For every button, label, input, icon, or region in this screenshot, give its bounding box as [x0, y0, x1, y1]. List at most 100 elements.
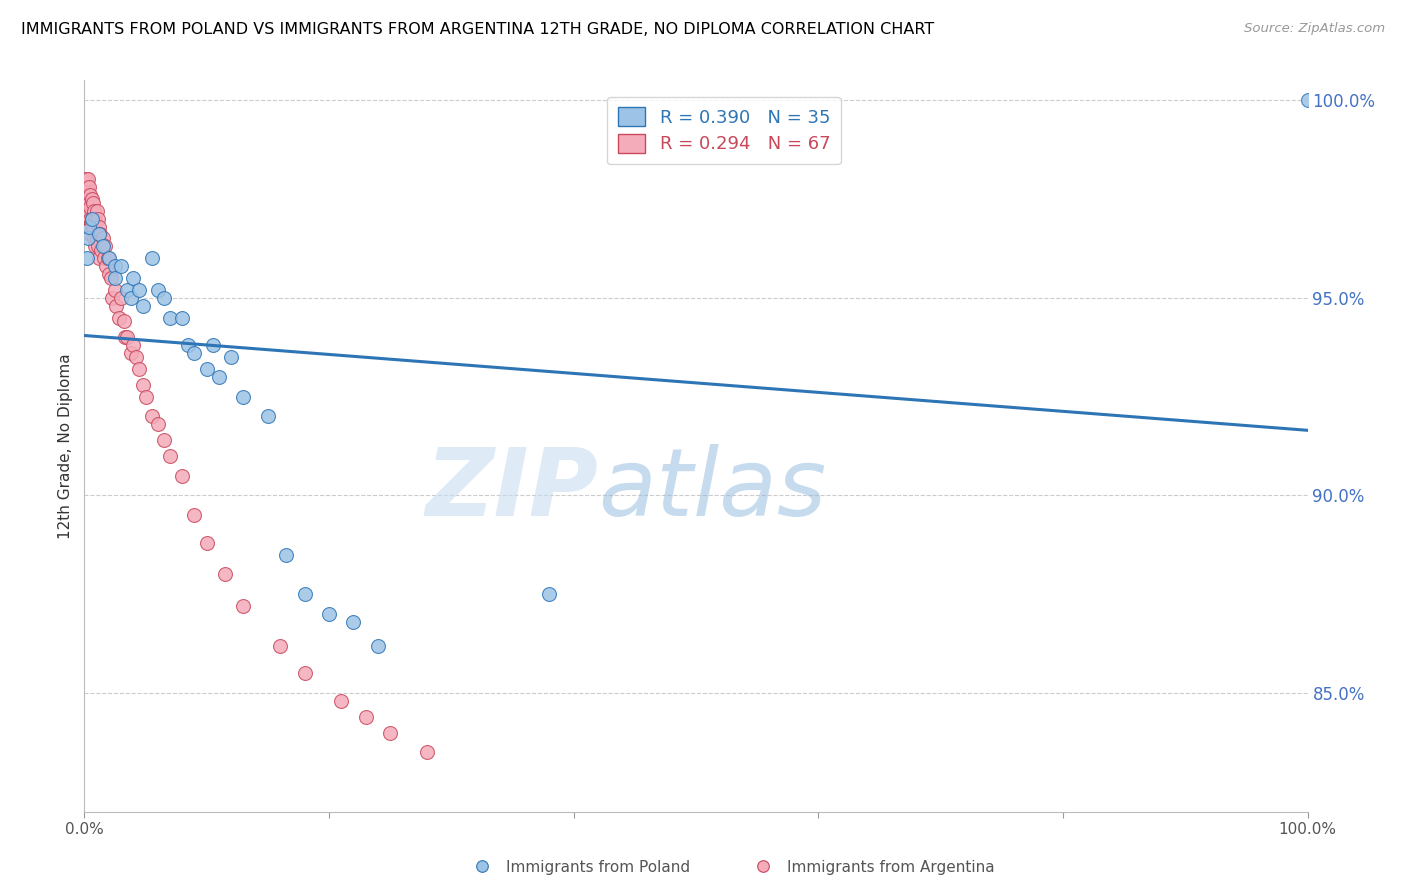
Point	[87, 227, 110, 242]
Point	[367, 639, 389, 653]
Point	[177, 338, 200, 352]
Text: atlas: atlas	[598, 444, 827, 535]
Point	[93, 251, 115, 265]
Point	[104, 283, 127, 297]
Text: Immigrants from Argentina: Immigrants from Argentina	[787, 860, 995, 874]
Point	[89, 227, 111, 242]
Point	[132, 299, 155, 313]
Point	[538, 587, 561, 601]
Point	[159, 449, 181, 463]
Point	[104, 271, 127, 285]
Point	[342, 615, 364, 629]
Point	[82, 219, 104, 234]
Point	[77, 180, 100, 194]
Point	[141, 251, 163, 265]
Point	[195, 362, 218, 376]
Point	[75, 172, 97, 186]
Point	[87, 219, 110, 234]
Point	[752, 859, 775, 873]
Point	[269, 639, 291, 653]
Point	[105, 299, 128, 313]
Point	[135, 390, 157, 404]
Point	[208, 369, 231, 384]
Point	[153, 433, 176, 447]
Point	[183, 508, 205, 523]
Point	[172, 468, 194, 483]
Text: IMMIGRANTS FROM POLAND VS IMMIGRANTS FROM ARGENTINA 12TH GRADE, NO DIPLOMA CORRE: IMMIGRANTS FROM POLAND VS IMMIGRANTS FRO…	[21, 22, 935, 37]
Point	[90, 244, 112, 258]
Point	[128, 283, 150, 297]
Point	[122, 271, 145, 285]
Point	[380, 725, 402, 739]
Point	[75, 192, 97, 206]
Point	[76, 211, 98, 226]
Point	[79, 211, 101, 226]
Point	[416, 746, 439, 760]
Point	[101, 291, 124, 305]
Point	[232, 599, 254, 614]
Text: Source: ZipAtlas.com: Source: ZipAtlas.com	[1244, 22, 1385, 36]
Point	[97, 251, 120, 265]
Point	[86, 231, 108, 245]
Point	[77, 195, 100, 210]
Point	[294, 587, 316, 601]
Point	[110, 291, 132, 305]
Point	[232, 390, 254, 404]
Point	[94, 239, 117, 253]
Text: Immigrants from Poland: Immigrants from Poland	[506, 860, 690, 874]
Point	[257, 409, 280, 424]
Point	[354, 710, 377, 724]
Point	[1296, 93, 1319, 107]
Point	[82, 195, 104, 210]
Legend: R = 0.390   N = 35, R = 0.294   N = 67: R = 0.390 N = 35, R = 0.294 N = 67	[607, 96, 841, 164]
Point	[79, 200, 101, 214]
Point	[214, 567, 236, 582]
Point	[153, 291, 176, 305]
Point	[84, 211, 107, 226]
Point	[132, 377, 155, 392]
Point	[76, 251, 98, 265]
Point	[76, 180, 98, 194]
Point	[120, 346, 142, 360]
Point	[471, 859, 494, 873]
Point	[146, 417, 169, 432]
Point	[115, 283, 138, 297]
Point	[77, 172, 100, 186]
Point	[159, 310, 181, 325]
Point	[110, 259, 132, 273]
Point	[83, 231, 105, 245]
Point	[100, 271, 122, 285]
Point	[183, 346, 205, 360]
Point	[219, 350, 242, 364]
Point	[141, 409, 163, 424]
Y-axis label: 12th Grade, No Diploma: 12th Grade, No Diploma	[58, 353, 73, 539]
Point	[125, 350, 148, 364]
Point	[318, 607, 340, 621]
Point	[79, 227, 101, 242]
Point	[112, 314, 135, 328]
Point	[77, 231, 100, 245]
Point	[80, 211, 103, 226]
Point	[120, 291, 142, 305]
Point	[294, 666, 316, 681]
Point	[195, 536, 218, 550]
Point	[201, 338, 224, 352]
Point	[80, 192, 103, 206]
Point	[87, 251, 110, 265]
Point	[172, 310, 194, 325]
Point	[87, 211, 110, 226]
Point	[80, 211, 103, 226]
Point	[115, 330, 138, 344]
Point	[97, 267, 120, 281]
Point	[91, 231, 114, 245]
Point	[86, 203, 108, 218]
Point	[77, 219, 100, 234]
Point	[276, 548, 298, 562]
Text: ZIP: ZIP	[425, 444, 598, 536]
Point	[76, 195, 98, 210]
Point	[97, 251, 120, 265]
Point	[77, 203, 100, 218]
Point	[83, 203, 105, 218]
Point	[146, 283, 169, 297]
Point	[91, 239, 114, 253]
